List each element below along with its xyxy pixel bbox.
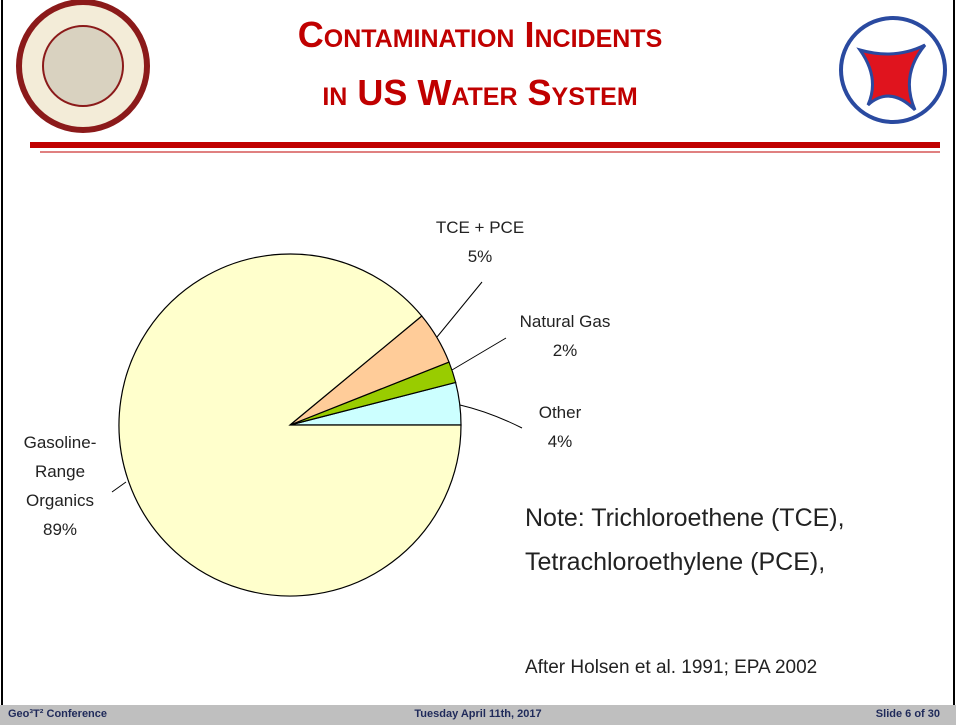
slice-label: Gasoline-Range Organics [23,433,97,510]
title-line: Contamination Incidents [297,14,663,55]
footer-center: Tuesday April 11th, 2017 [414,708,542,720]
note-line: Tetrachloroethylene (PCE), [525,548,826,576]
slice-label: Natural Gas [519,312,611,331]
header-rule [30,142,940,148]
slice-label: Other [538,403,582,422]
footer-left: Geo³T² Conference [8,708,108,720]
leader-line [111,481,127,493]
slice-value-label: 5% [467,247,493,266]
footer-bar [0,705,956,725]
left-logo-inner [42,25,124,107]
right-logo-mark [856,43,927,112]
slice-value-label: 4% [547,432,573,451]
slice-value-label: 89% [42,520,78,539]
pie-slice [118,253,462,597]
leader-line [436,281,483,338]
source: After Holsen et al. 1991; EPA 2002 [525,657,818,678]
slice-label: TCE + PCE [435,218,525,237]
slice-value-label: 2% [552,341,578,360]
note-line: Note: Trichloroethene (TCE), [525,504,845,532]
leader-line [451,337,507,371]
leader-line [459,404,523,429]
footer-right: Slide 6 of 30 [875,708,940,720]
title-line: in US Water System [322,72,638,113]
